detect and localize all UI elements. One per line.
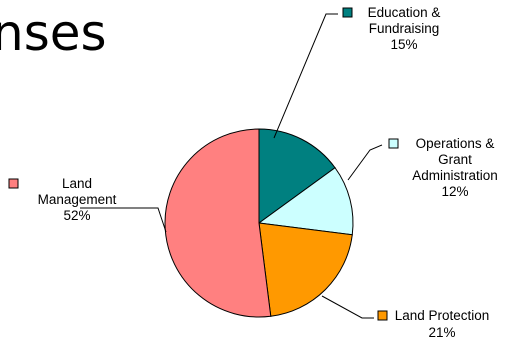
slice-name-label: Land: [62, 176, 92, 191]
pie-slice-education-and-fundraising: [258, 128, 336, 224]
pie-slice-operations-and-grant-administration: [257, 167, 354, 236]
legend-marker-operations-and-grant-administration: [388, 138, 399, 149]
leader-lines: [80, 13, 383, 319]
slice-percent-label: 12%: [441, 184, 468, 199]
slice-name-label: Management: [38, 192, 117, 207]
slice-name-label: Land Protection: [395, 308, 490, 323]
legend-marker-land-protection: [377, 310, 388, 321]
slice-percent-label: 15%: [390, 37, 417, 52]
leader-line-education-and-fundraising: [273, 13, 338, 139]
slice-name-label: Fundraising: [369, 21, 440, 36]
pie-slice-land-management: [164, 128, 272, 318]
chart-title: nses: [0, 4, 107, 62]
pie-slice-land-protection: [258, 222, 353, 317]
slice-percent-label: 52%: [63, 208, 90, 223]
legend-marker-land-management: [8, 178, 19, 189]
leader-line-operations-and-grant-administration: [347, 144, 383, 181]
slice-percent-label: 21%: [428, 325, 455, 340]
leader-line-land-management: [80, 207, 167, 233]
legend-marker-education-and-fundraising: [342, 7, 353, 18]
slice-name-label: Grant: [438, 152, 472, 167]
slice-name-label: Operations &: [416, 136, 495, 151]
leader-line-land-protection: [321, 295, 374, 319]
slice-name-label: Administration: [412, 168, 498, 183]
slice-name-label: Education &: [368, 5, 441, 20]
pie-slices: [164, 128, 354, 318]
